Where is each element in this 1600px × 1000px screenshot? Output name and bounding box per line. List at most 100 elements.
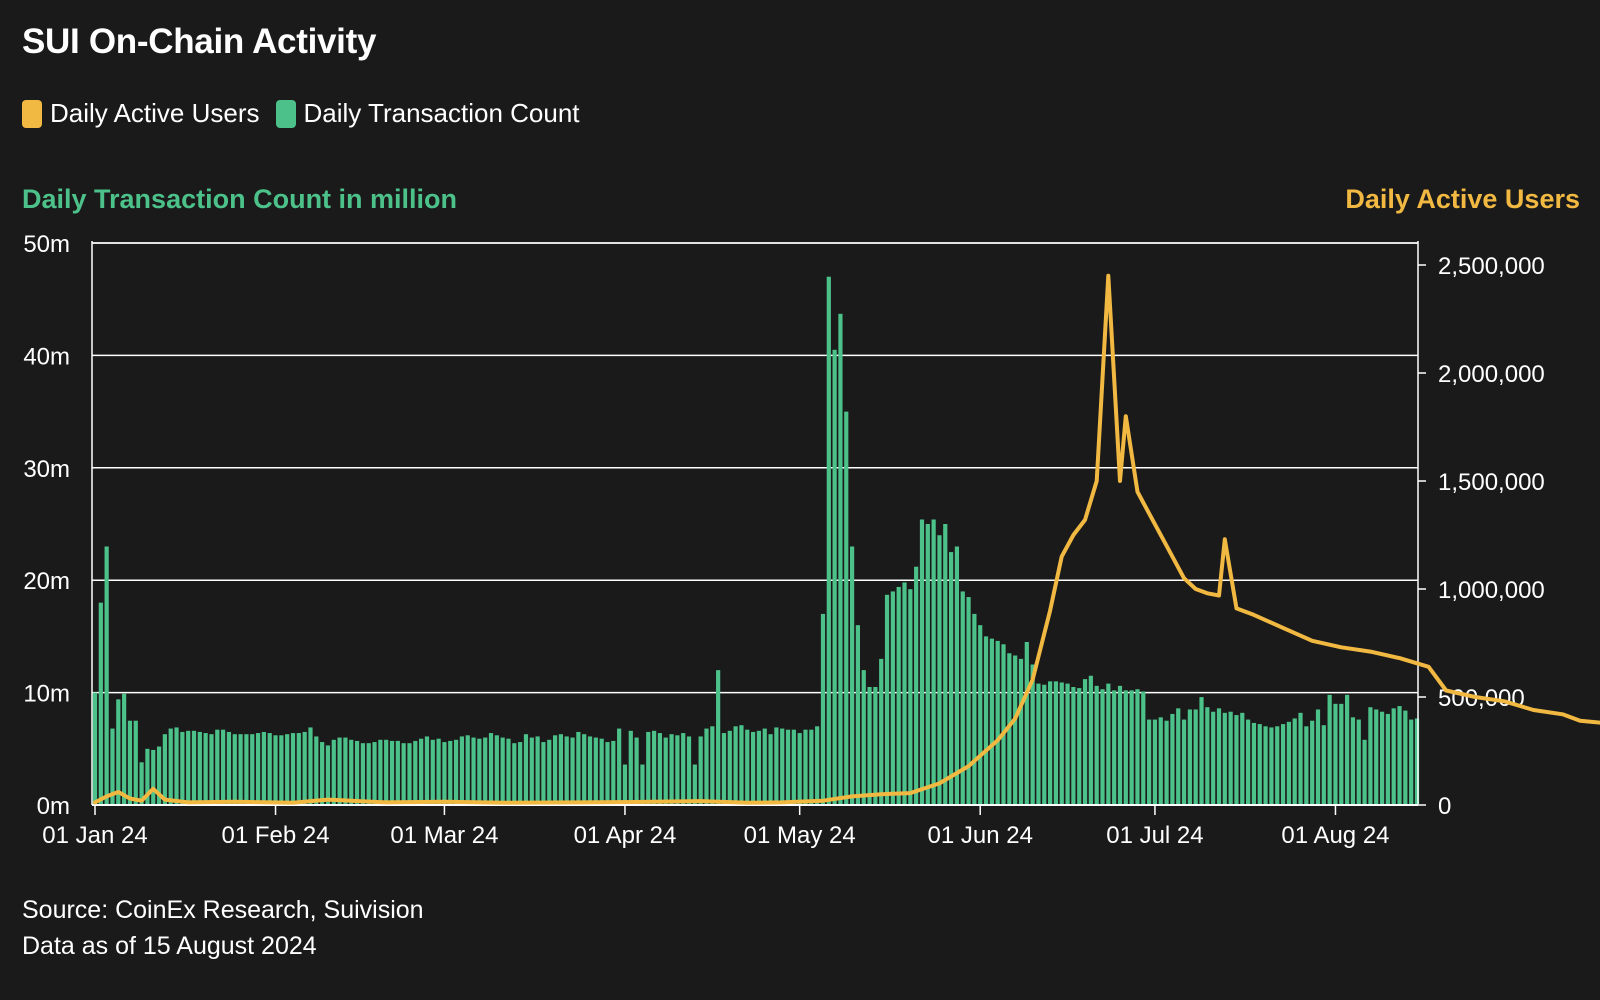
legend-label-users: Daily Active Users: [50, 98, 260, 128]
bar: [599, 738, 604, 805]
bar: [663, 737, 668, 805]
legend-swatch-users: [22, 99, 42, 128]
bar: [488, 733, 494, 805]
bar: [378, 739, 383, 805]
bar: [943, 524, 948, 805]
bar: [1193, 709, 1198, 805]
bar: [168, 728, 173, 805]
bar: [384, 739, 389, 805]
bar: [686, 736, 692, 805]
bar: [325, 745, 331, 805]
bar: [290, 733, 296, 805]
bar: [750, 731, 756, 805]
bar: [1234, 715, 1239, 805]
bar: [1216, 708, 1222, 805]
bar: [1181, 719, 1187, 805]
bar: [308, 727, 313, 805]
bar: [1205, 707, 1210, 805]
bar: [558, 734, 563, 805]
bar: [395, 740, 400, 805]
bar: [675, 735, 680, 805]
bar: [1094, 685, 1099, 805]
bar: [465, 735, 470, 805]
left-tick-label: 30m: [23, 456, 70, 483]
bar: [1199, 697, 1204, 805]
x-tick-label: 01 Jul 24: [1106, 822, 1203, 849]
bar: [1082, 679, 1088, 805]
bar: [669, 734, 674, 805]
bar: [1013, 655, 1018, 805]
bar: [436, 738, 441, 805]
legend-item-users: Daily Active Users: [22, 98, 260, 129]
bar: [512, 743, 517, 805]
x-tick-label: 01 Apr 24: [574, 822, 677, 849]
bar: [826, 276, 831, 806]
bar: [1356, 719, 1361, 805]
legend-label-transactions: Daily Transaction Count: [303, 98, 580, 128]
bar: [343, 737, 348, 805]
bar: [739, 725, 744, 805]
bar: [1211, 711, 1216, 805]
x-tick-label: 01 Feb 24: [221, 822, 329, 849]
bar: [1409, 719, 1414, 805]
bar: [122, 693, 127, 805]
legend-item-transactions: Daily Transaction Count: [275, 98, 580, 129]
bar: [582, 734, 587, 805]
bar: [640, 764, 645, 805]
source-line: Source: CoinEx Research, Suivision: [22, 896, 424, 924]
bar: [1222, 712, 1227, 805]
bar: [576, 731, 581, 805]
bar: [605, 742, 610, 805]
bar: [1036, 683, 1041, 805]
bar: [226, 731, 232, 805]
bar: [1257, 724, 1262, 805]
x-tick-label: 01 Jan 24: [42, 822, 147, 849]
left-tick-label: 10m: [23, 681, 70, 708]
bar: [809, 729, 814, 805]
bar: [442, 742, 447, 805]
bar: [937, 535, 942, 805]
left-tick-label: 50m: [23, 231, 70, 258]
bar: [1350, 717, 1356, 805]
bar: [197, 731, 202, 805]
bar: [949, 552, 954, 805]
bar: [354, 740, 360, 805]
bar: [424, 736, 430, 805]
bar: [861, 670, 866, 805]
bar: [1071, 686, 1076, 805]
bar: [1333, 703, 1338, 805]
bar: [1362, 739, 1367, 805]
bar: [989, 638, 994, 805]
bar: [1106, 683, 1111, 805]
bar: [349, 739, 354, 805]
bar: [139, 762, 144, 805]
bar: [221, 729, 226, 805]
bar: [1269, 727, 1274, 805]
bar: [710, 726, 715, 805]
bar: [116, 699, 121, 805]
bar: [110, 728, 115, 805]
bar: [855, 625, 861, 805]
bar: [1147, 719, 1152, 805]
bar: [570, 737, 575, 805]
left-tick-label: 40m: [23, 343, 70, 370]
bar: [1310, 720, 1315, 805]
bar: [960, 591, 965, 805]
bar: [704, 728, 709, 805]
bar: [925, 524, 930, 805]
right-tick-label: 1,000,000: [1438, 577, 1545, 604]
bar: [314, 736, 319, 805]
x-tick-label: 01 May 24: [744, 822, 856, 849]
bar: [1117, 685, 1123, 805]
bar: [1141, 691, 1146, 805]
bar: [448, 740, 453, 805]
x-tick-label: 01 Mar 24: [390, 822, 498, 849]
bar: [535, 736, 540, 805]
bar: [879, 658, 884, 805]
right-axis-title: Daily Active Users: [1345, 184, 1580, 214]
bar: [1135, 689, 1140, 805]
bar: [931, 519, 936, 805]
bar: [1374, 709, 1379, 805]
bar: [1018, 658, 1024, 805]
bar: [768, 734, 773, 805]
